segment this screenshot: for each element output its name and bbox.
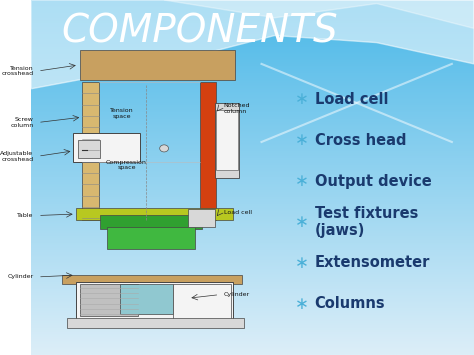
Text: ∗: ∗ bbox=[295, 295, 309, 312]
Bar bbox=[189, 209, 215, 227]
Text: Compression
space: Compression space bbox=[106, 160, 147, 170]
Bar bbox=[75, 282, 233, 320]
Text: ∗: ∗ bbox=[295, 213, 309, 231]
Bar bbox=[67, 318, 244, 328]
Text: Extensometer: Extensometer bbox=[315, 255, 430, 270]
Text: Load cell: Load cell bbox=[315, 92, 388, 107]
Text: ∗: ∗ bbox=[295, 131, 309, 149]
Text: Output device: Output device bbox=[315, 174, 431, 189]
Bar bbox=[82, 82, 99, 220]
Bar bbox=[107, 227, 195, 248]
Bar bbox=[173, 284, 230, 320]
Text: Table: Table bbox=[17, 213, 34, 218]
Bar bbox=[216, 110, 237, 170]
Text: Tension
space: Tension space bbox=[110, 108, 134, 119]
Text: ∗: ∗ bbox=[295, 254, 309, 272]
Bar bbox=[73, 133, 140, 162]
Bar bbox=[75, 208, 233, 220]
Text: ∗: ∗ bbox=[295, 91, 309, 108]
Bar bbox=[120, 284, 173, 314]
Polygon shape bbox=[31, 0, 474, 89]
Bar bbox=[80, 284, 137, 316]
Text: Cylinder: Cylinder bbox=[224, 292, 250, 297]
Text: Test fixtures
(jaws): Test fixtures (jaws) bbox=[315, 206, 418, 238]
Text: Load cell: Load cell bbox=[224, 211, 252, 215]
Bar bbox=[200, 82, 216, 220]
Text: Adjustable
crosshead: Adjustable crosshead bbox=[0, 151, 34, 162]
Bar bbox=[62, 275, 242, 284]
Text: Notched
column: Notched column bbox=[224, 103, 250, 114]
Bar bbox=[80, 50, 235, 80]
Polygon shape bbox=[164, 0, 474, 28]
Text: Cross head: Cross head bbox=[315, 133, 406, 148]
Text: Tension
crosshead: Tension crosshead bbox=[1, 66, 34, 76]
Bar bbox=[215, 103, 239, 178]
Text: COMPONENTS: COMPONENTS bbox=[61, 13, 338, 51]
Text: ∗: ∗ bbox=[295, 172, 309, 190]
Text: Screw
column: Screw column bbox=[10, 117, 34, 128]
Bar bbox=[78, 140, 100, 158]
Text: Columns: Columns bbox=[315, 296, 385, 311]
Bar bbox=[100, 215, 202, 229]
Text: Cylinder: Cylinder bbox=[8, 274, 34, 279]
Circle shape bbox=[160, 145, 169, 152]
